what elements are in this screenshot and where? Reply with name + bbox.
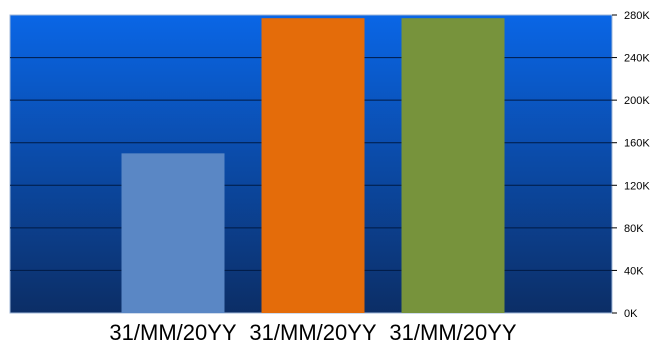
x-category-label: 31/MM/20YY — [249, 320, 376, 345]
y-tick-label: 200K — [624, 95, 650, 107]
y-tick-label: 160K — [624, 138, 650, 150]
y-tick-label: 80K — [624, 223, 644, 235]
y-tick-label: 40K — [624, 265, 644, 277]
bars — [121, 18, 505, 313]
x-category-label: 31/MM/20YY — [109, 320, 236, 345]
bar — [121, 153, 225, 313]
y-tick-label: 280K — [624, 10, 650, 22]
x-axis-labels: 31/MM/20YY 31/MM/20YY 31/MM/20YY — [109, 320, 516, 345]
bar — [401, 18, 505, 313]
y-tick-label: 120K — [624, 180, 650, 192]
y-tick-label: 240K — [624, 53, 650, 65]
x-category-label: 31/MM/20YY — [389, 320, 516, 345]
y-axis-ticks: 0K 40K 80K 120K 160K 200K 240K 280K — [612, 10, 650, 320]
bar — [261, 18, 365, 313]
y-tick-label: 0K — [624, 308, 638, 320]
